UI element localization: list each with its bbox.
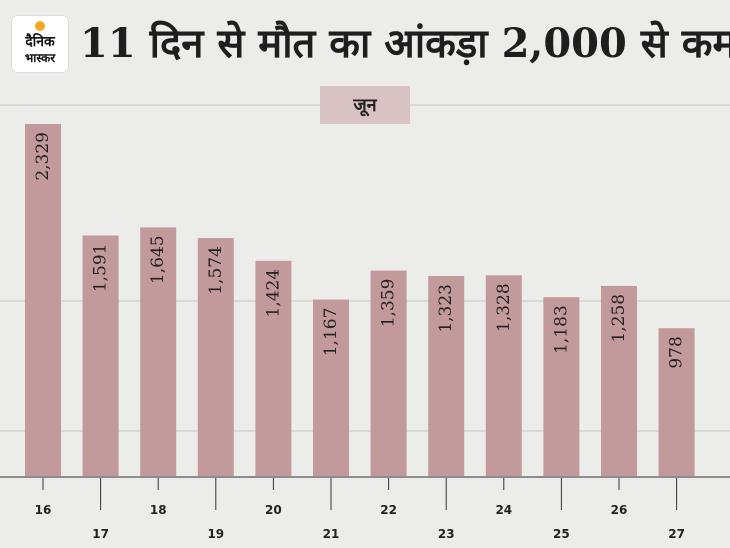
- x-tick-label-23: 23: [438, 527, 455, 541]
- bar-22: [370, 270, 407, 476]
- value-label-16: 2,329: [33, 132, 53, 181]
- bar-18: [140, 227, 177, 476]
- x-tick-label-27: 27: [668, 527, 685, 541]
- bar-19: [197, 238, 234, 476]
- bar-26: [601, 285, 637, 476]
- background-stripe: [0, 300, 730, 302]
- value-label-21: 1,167: [321, 308, 341, 357]
- bar-20: [255, 260, 292, 476]
- bar-21: [313, 299, 349, 476]
- x-tick-label-17: 17: [92, 527, 109, 541]
- x-tick-label-21: 21: [323, 527, 340, 541]
- value-label-25: 1,183: [551, 305, 571, 354]
- x-tick-label-22: 22: [380, 503, 397, 517]
- bar-25: [543, 297, 580, 476]
- value-label-19: 1,574: [206, 246, 226, 295]
- value-label-23: 1,323: [436, 284, 456, 333]
- month-label: जून: [320, 86, 410, 124]
- bar-24: [485, 275, 522, 476]
- bar-23: [428, 276, 465, 476]
- value-label-20: 1,424: [263, 269, 283, 318]
- bar-27: [658, 328, 695, 476]
- x-tick-label-26: 26: [611, 503, 628, 517]
- x-tick-label-16: 16: [35, 503, 52, 517]
- background-stripe: [0, 430, 730, 432]
- x-tick-label-20: 20: [265, 503, 282, 517]
- value-label-24: 1,328: [494, 283, 514, 332]
- logo-text-line2: भास्कर: [24, 51, 56, 65]
- value-label-22: 1,359: [379, 279, 399, 328]
- value-label-17: 1,591: [91, 244, 111, 293]
- x-tick-label-25: 25: [553, 527, 570, 541]
- value-label-26: 1,258: [609, 294, 629, 343]
- value-label-27: 978: [667, 336, 687, 368]
- sun-icon: [35, 21, 45, 31]
- dainik-bhaskar-logo: दैनिक भास्कर: [12, 16, 68, 72]
- logo-text-line1: दैनिक: [25, 34, 55, 50]
- bar-16: [25, 124, 61, 476]
- bar-17: [82, 235, 119, 476]
- chart-title: 11 दिन से मौत का आंकड़ा 2,000 से कम: [80, 20, 730, 67]
- x-axis-line: [0, 476, 730, 478]
- x-tick-label-18: 18: [150, 503, 167, 517]
- value-label-18: 1,645: [148, 235, 168, 284]
- x-tick-label-19: 19: [207, 527, 224, 541]
- x-tick-label-24: 24: [495, 503, 512, 517]
